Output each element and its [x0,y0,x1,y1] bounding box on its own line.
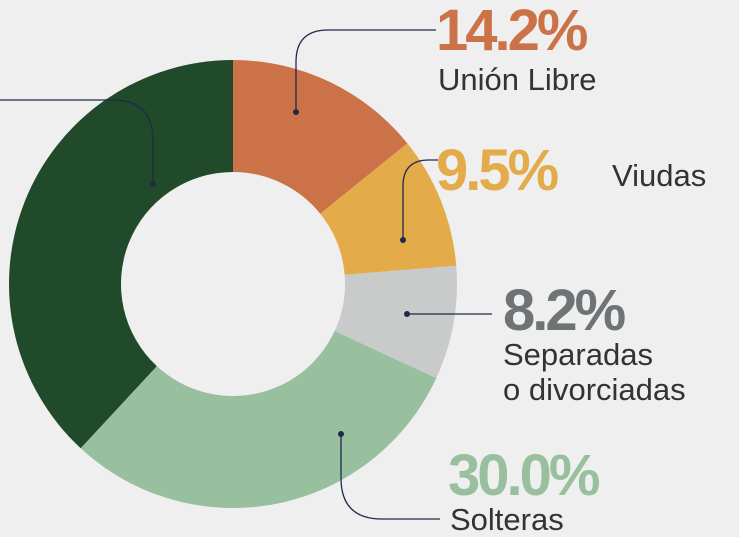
leader-lines [0,29,492,520]
leader-dot [338,431,344,437]
slice [334,265,458,379]
leader-dot [400,237,406,243]
category-label: Separadas o divorciadas [503,337,686,407]
slice [80,331,437,508]
value-label: 8.2% [503,278,626,343]
leader-line [0,99,154,184]
slice [320,143,457,275]
category-label: Viudas [612,158,706,193]
leader-line [295,29,436,112]
leader-dot [293,109,299,115]
leader-dot [150,181,156,187]
slice [233,60,408,214]
value-label: 14.2% [436,0,588,63]
value-label: 30.0% [448,443,600,508]
category-label: Solteras [450,502,564,537]
leader-line [402,159,438,240]
category-label: Unión Libre [438,62,597,97]
slice [8,60,233,449]
donut [8,60,458,508]
leader-dot [404,311,410,317]
value-label: 9.5% [436,138,559,203]
leader-line [340,434,440,520]
